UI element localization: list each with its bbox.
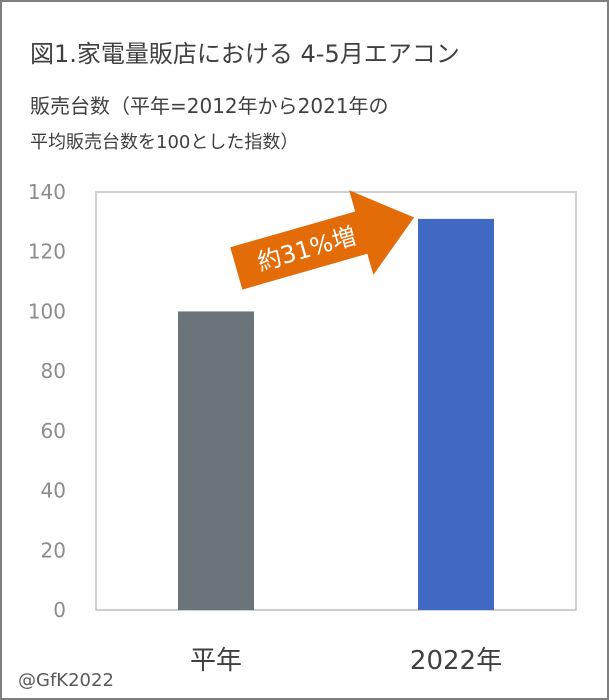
y-tick-label: 80: [41, 359, 66, 383]
arrow-shape: [230, 190, 415, 290]
chart-subtitle-line2: 平均販売台数を100とした指数）: [30, 132, 299, 153]
bar-2: [418, 218, 494, 610]
y-tick-label: 60: [41, 419, 66, 443]
growth-arrow: 約31%増: [230, 190, 415, 290]
y-tick-label: 0: [53, 598, 66, 622]
y-tick-label: 120: [28, 240, 66, 264]
plot-area: [95, 191, 577, 611]
x-category-label: 平年: [190, 646, 242, 676]
y-tick-label: 20: [41, 538, 66, 562]
copyright-credit: @GfK2022: [18, 670, 114, 691]
y-tick-label: 100: [28, 299, 66, 323]
x-axis-categories: 平年 2022年: [190, 646, 502, 676]
chart-subtitle-line1: 販売台数（平年=2012年から2021年の: [30, 94, 389, 118]
chart-title: 図1.家電量販店における 4-5月エアコン: [30, 40, 460, 68]
x-category-label: 2022年: [410, 646, 502, 676]
y-tick-label: 140: [28, 180, 66, 204]
bar-1: [178, 311, 254, 610]
y-tick-label: 40: [41, 479, 66, 503]
bars: [178, 218, 494, 610]
y-axis-ticks: 0 20 40 60 80 100 120 140: [28, 180, 66, 622]
